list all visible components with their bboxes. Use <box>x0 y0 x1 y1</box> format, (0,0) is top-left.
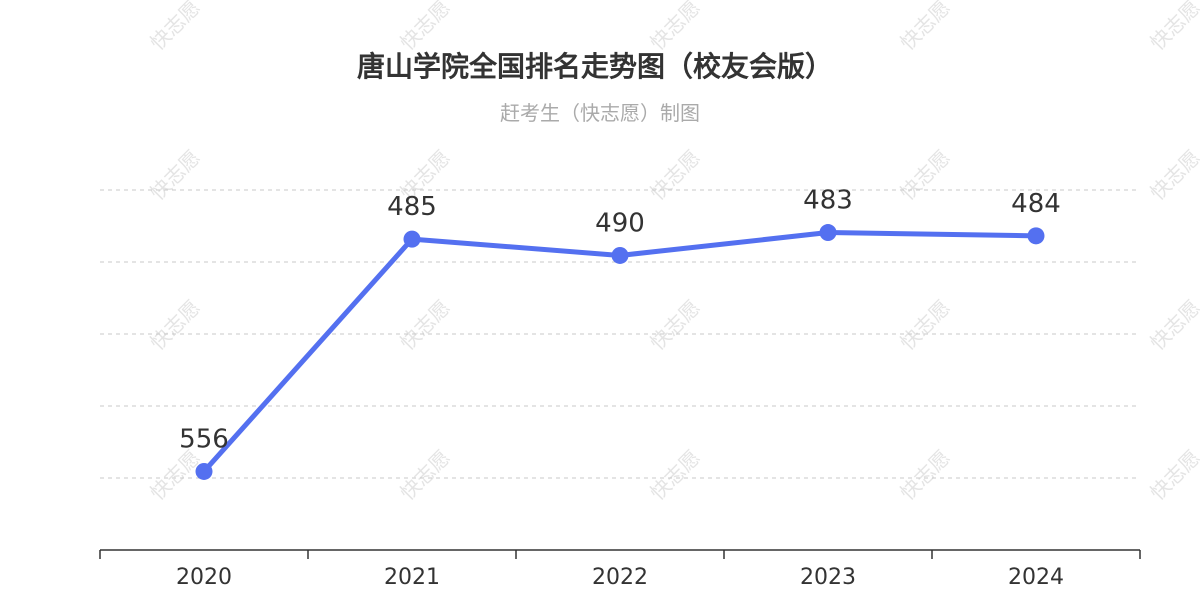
watermark-text: 快志愿 <box>895 0 954 55</box>
data-point[interactable] <box>611 246 629 264</box>
data-point[interactable] <box>195 462 213 480</box>
watermark-text: 快志愿 <box>395 445 454 504</box>
watermark-text: 快志愿 <box>145 0 204 55</box>
watermark-text: 快志愿 <box>645 0 704 55</box>
data-label: 556 <box>179 424 229 454</box>
watermark-text: 快志愿 <box>395 0 454 55</box>
watermark-text: 快志愿 <box>145 295 204 354</box>
x-tick-label: 2022 <box>592 565 648 590</box>
data-label: 485 <box>387 192 437 222</box>
series-layer: 556 485 490 483 484 <box>179 186 1061 480</box>
x-tick-label: 2024 <box>1008 565 1064 590</box>
data-point[interactable] <box>403 230 421 248</box>
x-tick-label: 2020 <box>176 565 232 590</box>
watermark-text: 快志愿 <box>645 295 704 354</box>
watermark-text: 快志愿 <box>895 445 954 504</box>
watermark-text: 快志愿 <box>145 145 204 204</box>
x-tick-label: 2023 <box>800 565 856 590</box>
watermark-text: 快志愿 <box>895 145 954 204</box>
watermark-text: 快志愿 <box>395 295 454 354</box>
watermark-text: 快志愿 <box>1145 0 1200 55</box>
watermark-text: 快志愿 <box>1145 445 1200 504</box>
watermark-text: 快志愿 <box>895 295 954 354</box>
data-point[interactable] <box>1027 227 1045 245</box>
watermark-text: 快志愿 <box>1145 145 1200 204</box>
data-label: 483 <box>803 186 853 216</box>
chart-title: 唐山学院全国排名走势图（校友会版） <box>357 50 833 83</box>
data-label: 490 <box>595 208 645 238</box>
data-label: 484 <box>1011 189 1061 219</box>
chart-subtitle: 赶考生（快志愿）制图 <box>500 101 700 125</box>
x-axis: 2020 2021 2022 2023 2024 <box>99 549 1141 590</box>
x-tick-label: 2021 <box>384 565 440 590</box>
data-point[interactable] <box>819 224 837 242</box>
watermark-text: 快志愿 <box>645 445 704 504</box>
watermark-text: 快志愿 <box>645 145 704 204</box>
watermark-text: 快志愿 <box>1145 295 1200 354</box>
